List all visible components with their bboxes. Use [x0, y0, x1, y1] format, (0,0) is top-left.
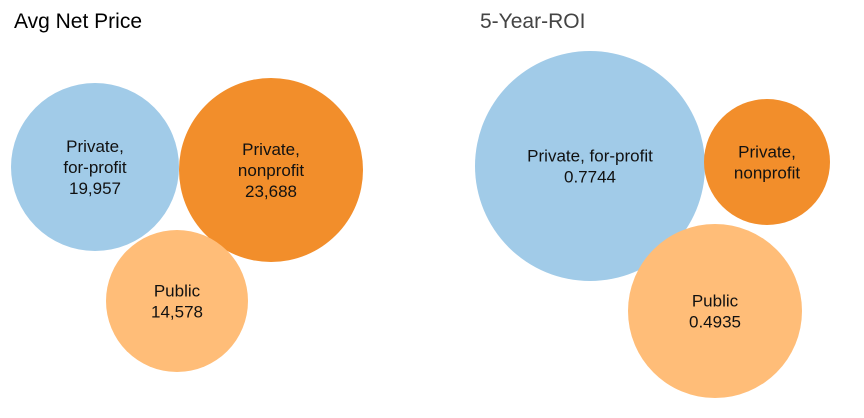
- bubble-private-for-profit-label: Private, for-profit: [527, 147, 653, 166]
- chart-title: Avg Net Price: [14, 10, 142, 33]
- five-year-roi-chart: 5-Year-ROI Private, for-profit 0.7744 Priv…: [432, 0, 864, 418]
- bubble-private-nonprofit[interactable]: [704, 99, 830, 225]
- bubble-private-for-profit-label: for-profit: [63, 158, 127, 177]
- avg-net-price-chart: Avg Net Price Private, for-profit 19,957 Pr…: [11, 10, 363, 372]
- bubble-private-for-profit-value: 19,957: [69, 179, 121, 198]
- bubble-private-nonprofit-label: nonprofit: [734, 164, 800, 183]
- bubble-public-label: Public: [692, 292, 739, 311]
- five-year-roi-bubbles: Private, for-profit 0.7744 Private, nonprof…: [475, 51, 830, 398]
- bubble-public-label: Public: [154, 282, 201, 301]
- bubble-public[interactable]: [106, 230, 248, 372]
- bubble-private-for-profit[interactable]: [475, 51, 705, 281]
- bubble-public-value: 14,578: [151, 303, 203, 322]
- chart-title: 5-Year-ROI: [480, 10, 586, 33]
- bubble-public[interactable]: [628, 224, 802, 398]
- avg-net-price-bubbles: Private, for-profit 19,957 Private, nonprofi…: [11, 78, 363, 372]
- bubble-private-nonprofit-label: nonprofit: [238, 161, 304, 180]
- bubble-private-for-profit[interactable]: [11, 83, 179, 251]
- bubble-private-nonprofit-value: 23,688: [245, 182, 297, 201]
- bubble-private-nonprofit[interactable]: [179, 78, 363, 262]
- bubble-public-value: 0.4935: [689, 313, 741, 332]
- bubble-private-nonprofit-label: Private,: [242, 140, 300, 159]
- bubble-private-for-profit-value: 0.7744: [564, 168, 616, 187]
- bubble-private-for-profit-label: Private,: [66, 137, 124, 156]
- bubble-private-nonprofit-label: Private,: [738, 143, 796, 162]
